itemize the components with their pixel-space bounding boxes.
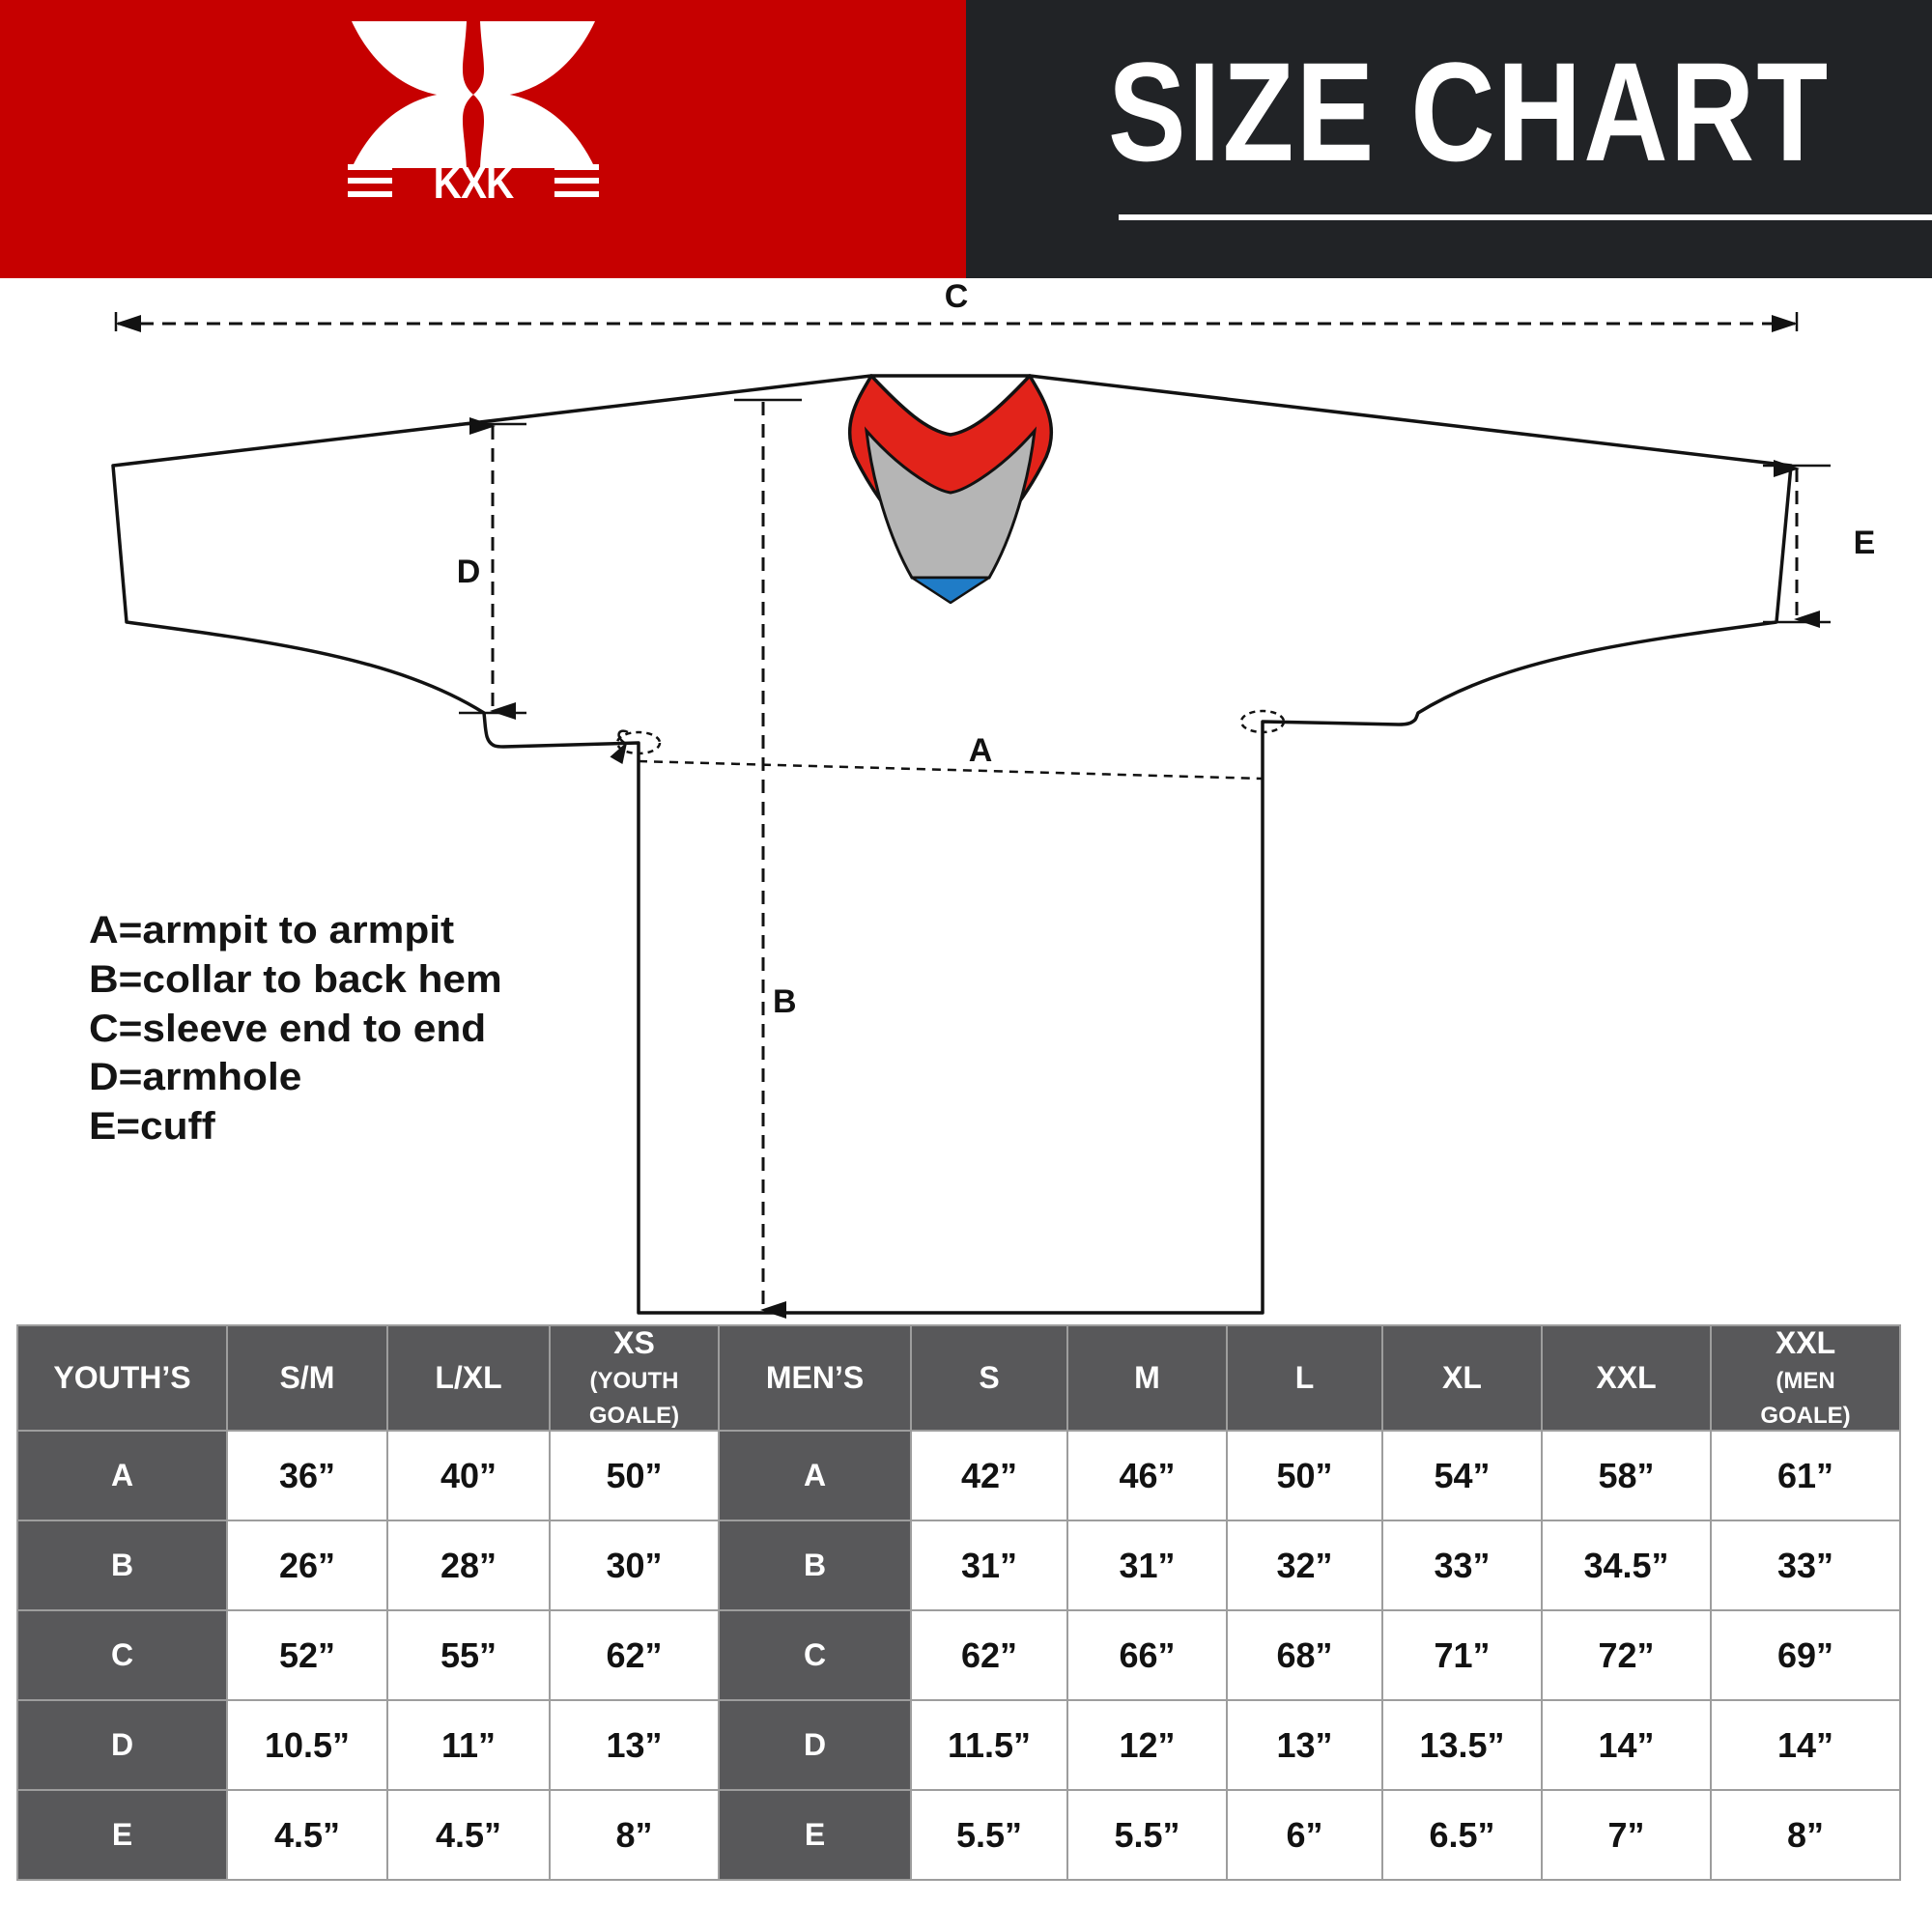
svg-text:B: B — [773, 983, 797, 1020]
svg-text:E: E — [1854, 525, 1876, 561]
svg-text:C: C — [945, 278, 969, 315]
svg-text:D: D — [457, 554, 481, 590]
svg-text:A: A — [969, 732, 993, 769]
